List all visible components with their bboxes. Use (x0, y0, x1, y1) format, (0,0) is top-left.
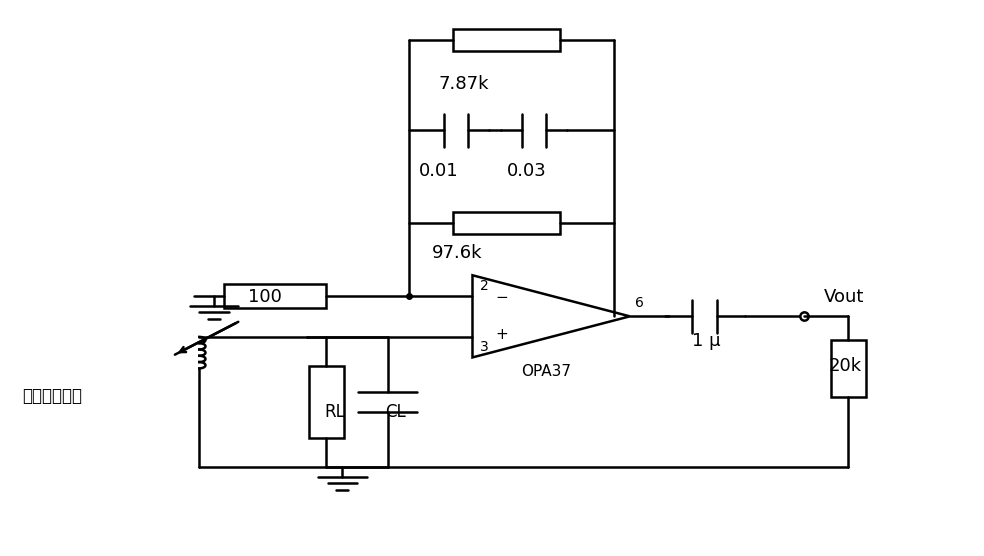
Text: Vout: Vout (824, 288, 864, 306)
Bar (224, 284, 326, 308)
Text: 3: 3 (480, 340, 489, 354)
Text: RL: RL (324, 403, 345, 421)
Bar (830, 340, 866, 397)
Text: 1 μ: 1 μ (693, 332, 721, 350)
Text: 7.87k: 7.87k (438, 75, 489, 93)
Text: 0.03: 0.03 (507, 162, 546, 180)
Bar (453, 212, 560, 234)
Text: OPA37: OPA37 (521, 364, 571, 379)
Text: 0.01: 0.01 (419, 162, 459, 180)
Text: 6: 6 (635, 296, 644, 310)
Text: 20k: 20k (829, 356, 862, 375)
Text: 电磁式拾音器: 电磁式拾音器 (22, 387, 82, 405)
Text: CL: CL (385, 403, 405, 421)
Text: −: − (495, 290, 508, 305)
Text: 100: 100 (248, 288, 282, 306)
Bar (309, 366, 343, 438)
Text: 97.6k: 97.6k (432, 244, 482, 262)
Text: +: + (495, 327, 508, 342)
Text: 2: 2 (480, 279, 489, 293)
Bar (453, 29, 560, 51)
